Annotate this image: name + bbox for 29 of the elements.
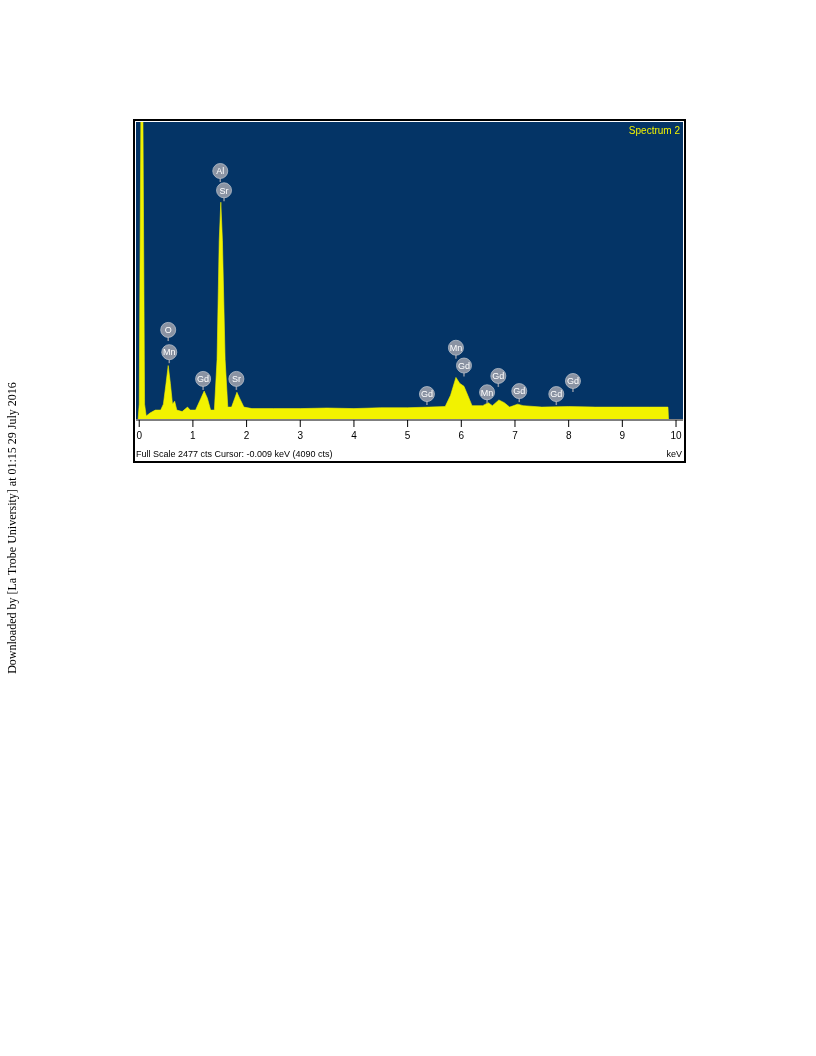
x-tick-label: 2 <box>243 430 250 441</box>
annotation: Gd <box>550 389 563 400</box>
x-tick-label: 7 <box>512 430 519 441</box>
annotation: Gd <box>492 371 505 382</box>
annotation: Sr <box>231 374 241 385</box>
annotation: Gd <box>513 386 526 397</box>
annotation: Mn <box>449 343 463 354</box>
x-axis-title: keV <box>666 449 682 459</box>
annotation: Mn <box>163 347 176 358</box>
annotation: Gd <box>197 374 210 385</box>
annotation: O <box>164 325 172 336</box>
annotation: Gd <box>566 376 579 387</box>
x-tick-label: 3 <box>297 430 304 441</box>
x-tick-label: 4 <box>351 430 358 441</box>
x-tick-label: 10 <box>670 430 683 441</box>
x-tick-label: 5 <box>404 430 411 441</box>
x-tick-label: 8 <box>565 430 572 441</box>
annotation: Sr <box>219 185 229 196</box>
text: Downloaded by [La Trobe University] at 01:15 29 July 2016 <box>5 382 19 674</box>
annotation: Al <box>216 166 225 177</box>
annotation: Mn <box>480 387 494 398</box>
x-tick-label: 9 <box>619 430 626 441</box>
x-tick-label: 6 <box>458 430 465 441</box>
text: Full Scale 2477 cts Cursor: -0.009 keV (4090 cts) <box>136 449 333 459</box>
annotation: Gd <box>420 389 433 400</box>
x-tick-label: 0 <box>136 430 143 441</box>
chart-title: Spectrum 2 <box>628 125 681 136</box>
x-tick-label: 1 <box>190 430 197 441</box>
annotation: Gd <box>457 360 470 371</box>
